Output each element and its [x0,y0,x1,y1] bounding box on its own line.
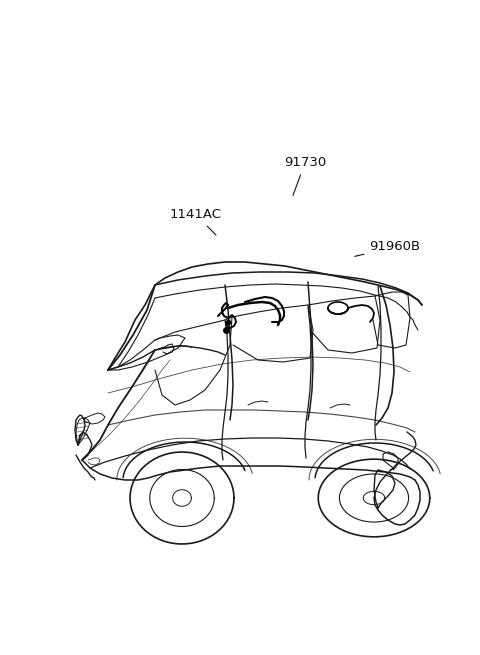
Text: 91730: 91730 [284,157,326,195]
Text: 91960B: 91960B [355,240,420,256]
Text: 1141AC: 1141AC [170,208,222,235]
